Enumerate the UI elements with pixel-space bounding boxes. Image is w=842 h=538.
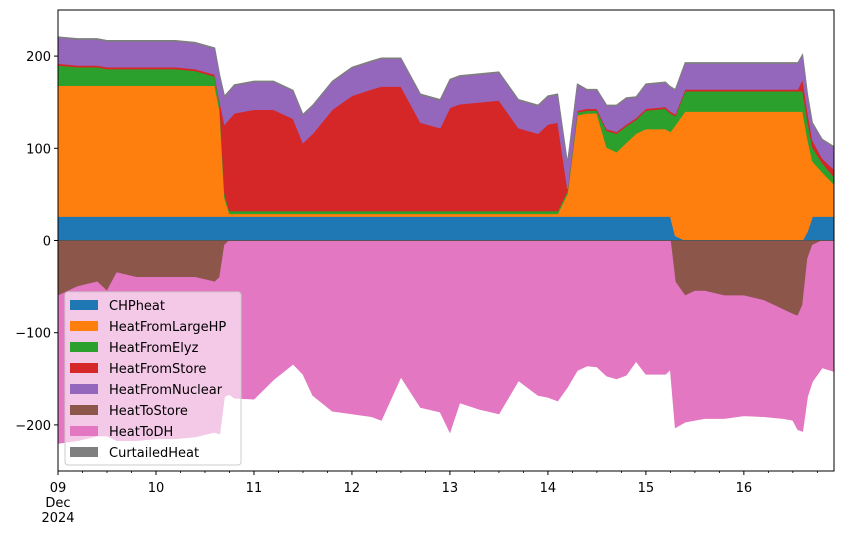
legend-label-heat-from-large-hp: HeatFromLargeHP xyxy=(109,320,226,335)
series-areas xyxy=(58,36,834,444)
y-tick-label: 200 xyxy=(26,50,51,65)
legend-swatch-curtailed-heat xyxy=(70,447,98,457)
y-tick-label: 0 xyxy=(43,235,51,250)
legend-label-heat-to-store: HeatToStore xyxy=(109,404,188,419)
legend-label-heat-from-nuclear: HeatFromNuclear xyxy=(109,383,223,398)
x-tick-label: 14 xyxy=(540,481,557,496)
area-curtailed-heat xyxy=(58,36,834,164)
y-tick-label: 100 xyxy=(26,142,51,157)
y-tick-label: −100 xyxy=(15,327,51,342)
y-axis: 200 100 0 −100 −200 xyxy=(15,50,58,434)
x-tick-label: 16 xyxy=(736,481,753,496)
x-tick-label: 15 xyxy=(638,481,655,496)
legend-label-heat-from-elyz: HeatFromElyz xyxy=(109,341,199,356)
x-tick-label: 09 xyxy=(50,481,67,496)
legend-swatch-heat-from-store xyxy=(70,363,98,373)
legend-swatch-chpheat xyxy=(70,300,98,310)
legend-label-heat-to-dh: HeatToDH xyxy=(109,425,173,440)
legend-swatch-heat-from-nuclear xyxy=(70,384,98,394)
legend-box xyxy=(64,291,242,466)
legend-swatch-heat-from-elyz xyxy=(70,342,98,352)
x-tick-label: 11 xyxy=(246,481,263,496)
legend: CHPheat HeatFromLargeHP HeatFromElyz HeatFr… xyxy=(64,291,242,466)
legend-swatch-heat-to-dh xyxy=(70,426,98,436)
legend-label-chpheat: CHPheat xyxy=(109,299,165,314)
legend-label-heat-from-store: HeatFromStore xyxy=(109,362,206,377)
x-tick-label: Dec xyxy=(45,496,70,511)
x-tick-label: 13 xyxy=(442,481,459,496)
y-tick-label: −200 xyxy=(15,419,51,434)
x-tick-label: 10 xyxy=(148,481,165,496)
x-tick-label: 12 xyxy=(344,481,361,496)
x-tick-label: 2024 xyxy=(41,511,74,526)
legend-swatch-heat-to-store xyxy=(70,405,98,415)
legend-swatch-heat-from-large-hp xyxy=(70,321,98,331)
legend-label-curtailed-heat: CurtailedHeat xyxy=(109,446,199,461)
